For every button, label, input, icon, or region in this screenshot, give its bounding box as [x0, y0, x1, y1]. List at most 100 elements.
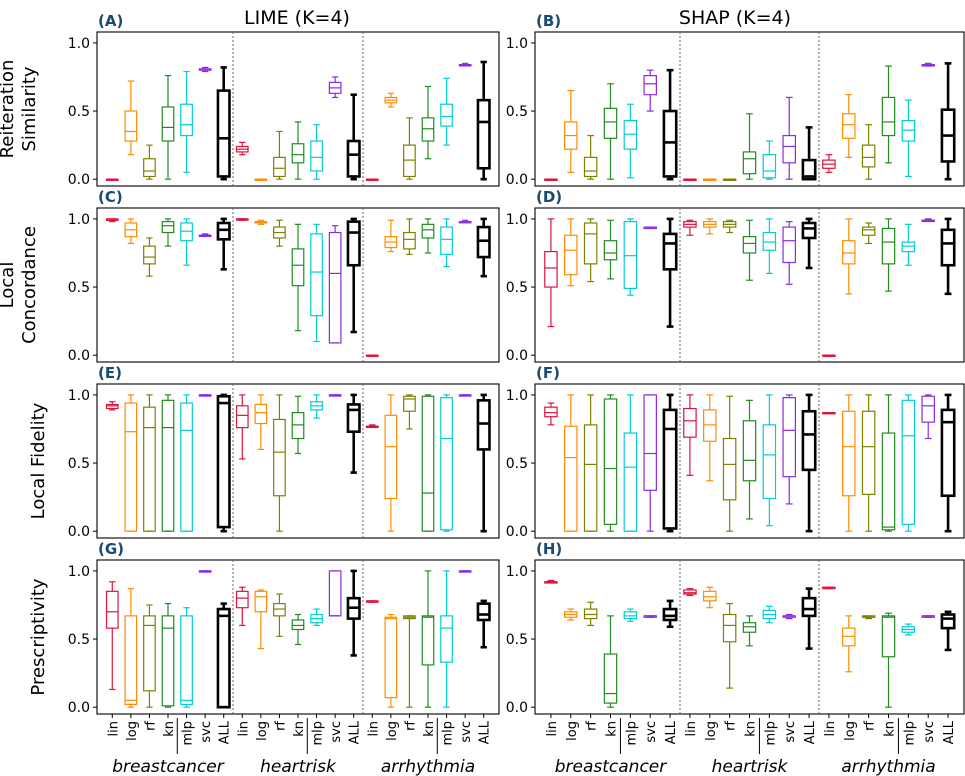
box-iqr [421, 223, 435, 239]
box-ALL-heartrisk [801, 217, 817, 270]
x-tick-label-rf: rf [863, 721, 878, 731]
box-iqr [583, 424, 598, 532]
box-lin-arrhythmia [822, 586, 836, 590]
box-lin-arrhythmia [822, 354, 836, 357]
box-svc-breastcancer [198, 394, 212, 397]
box-rf-heartrisk [273, 593, 286, 637]
box-iqr [583, 156, 598, 178]
box-mlp-breastcancer [623, 218, 638, 296]
box-ALL-arrhythmia [940, 610, 956, 652]
box-svc-arrhythmia [458, 62, 472, 67]
box-iqr [403, 231, 416, 250]
box-lin-breastcancer [544, 402, 558, 426]
x-tick-label-mlp: mlp [902, 721, 917, 746]
box-svc-heartrisk [328, 76, 342, 99]
box-svc-arrhythmia [921, 615, 935, 618]
box-iqr [440, 226, 453, 255]
box-log-heartrisk [703, 218, 717, 235]
axes-frame [534, 383, 965, 539]
x-tick-label-ALL: ALL [664, 720, 679, 744]
box-lin-breastcancer [544, 178, 558, 181]
panels: 0.0 0.5 1.0 (A) Reiteration Similarity 0.0 0.5 1… [0, 12, 965, 776]
box-svc-arrhythmia [458, 394, 472, 397]
box-iqr [291, 143, 305, 164]
box-iqr [440, 397, 453, 531]
box-lin-heartrisk [683, 219, 697, 236]
box-mlp-arrhythmia [440, 394, 453, 532]
box-rf-heartrisk [273, 130, 286, 180]
box-svc-heartrisk [782, 394, 796, 505]
box-iqr [703, 409, 717, 442]
box-iqr [901, 399, 916, 525]
box-iqr [940, 613, 956, 630]
y-tick-label: 0.5 [68, 456, 90, 472]
x-tick-label-kn: kn [292, 721, 307, 737]
box-rf-heartrisk [273, 219, 286, 247]
box-ALL-breastcancer [216, 66, 231, 181]
dataset-label-breastcancer: breastcancer [555, 757, 668, 776]
box-mlp-heartrisk [310, 608, 323, 627]
panel-letter: (D) [536, 188, 562, 206]
x-tick-label-svc: svc [644, 721, 659, 743]
box-iqr [901, 119, 916, 142]
box-ALL-arrhythmia [476, 599, 491, 649]
x-tick-label-ALL: ALL [218, 720, 233, 744]
box-iqr [643, 394, 657, 491]
panel-letter: (G) [98, 540, 124, 558]
box-log-breastcancer [564, 218, 578, 287]
y-tick-label: 0.0 [506, 524, 528, 540]
box-mlp-heartrisk [310, 223, 323, 343]
y-tick-label: 1.0 [506, 388, 528, 404]
box-svc-arrhythmia [921, 394, 935, 440]
box-iqr [683, 589, 697, 595]
box-svc-heartrisk [782, 96, 796, 180]
x-tick-label-rf: rf [273, 721, 288, 731]
box-log-heartrisk [254, 219, 268, 225]
x-tick-label-log: log [843, 721, 858, 741]
box-iqr [216, 89, 231, 178]
box-ALL-arrhythmia [940, 217, 956, 296]
box-iqr [421, 615, 435, 666]
box-kn-breastcancer [161, 75, 175, 180]
box-rf-breastcancer [143, 237, 156, 277]
x-tick-label-lin: lin [823, 721, 838, 736]
row-label: Prescriptivity [28, 578, 49, 695]
box-iqr [921, 395, 935, 423]
box-log-arrhythmia [384, 92, 398, 108]
box-ALL-arrhythmia [940, 62, 956, 181]
box-iqr [801, 596, 817, 618]
x-tick-label-mlp: mlp [441, 721, 456, 746]
y-tick-label: 0.0 [68, 348, 90, 364]
x-tick-label-log: log [255, 721, 270, 741]
box-ALL-heartrisk [346, 93, 361, 181]
box-mlp-arrhythmia [901, 223, 916, 266]
box-iqr [161, 221, 175, 234]
box-ALL-breastcancer [662, 599, 678, 629]
column-title-lime: LIME (K=4) [244, 7, 350, 29]
box-mlp-breastcancer [623, 608, 638, 622]
box-ALL-arrhythmia [476, 217, 491, 278]
box-iqr [940, 408, 956, 498]
box-iqr [476, 225, 491, 259]
panel-h: 0.00.51.0(H)lin log rf kn mlp svc ALLbreastcan… [506, 540, 965, 776]
box-iqr [180, 222, 193, 242]
box-kn-arrhythmia [881, 612, 896, 708]
x-tick-label-svc: svc [783, 721, 798, 743]
box-ALL-breastcancer [216, 393, 231, 533]
box-lin-arrhythmia [365, 354, 379, 357]
box-svc-arrhythmia [458, 219, 472, 224]
y-tick-label: 0.5 [68, 280, 90, 296]
box-lin-heartrisk [683, 588, 697, 597]
y-tick-label: 0.0 [68, 172, 90, 188]
box-iqr [403, 395, 416, 412]
x-tick-label-ALL: ALL [478, 720, 493, 744]
x-tick-label-mlp: mlp [624, 721, 639, 746]
row-label: Concordance [19, 226, 40, 344]
box-kn-heartrisk [742, 399, 757, 520]
box-iqr [161, 615, 175, 707]
box-iqr [346, 403, 361, 433]
y-tick-label: 0.5 [506, 280, 528, 296]
box-iqr [273, 603, 286, 617]
y-tick-label: 1.0 [506, 36, 528, 52]
x-tick-label-ALL: ALL [803, 720, 818, 744]
